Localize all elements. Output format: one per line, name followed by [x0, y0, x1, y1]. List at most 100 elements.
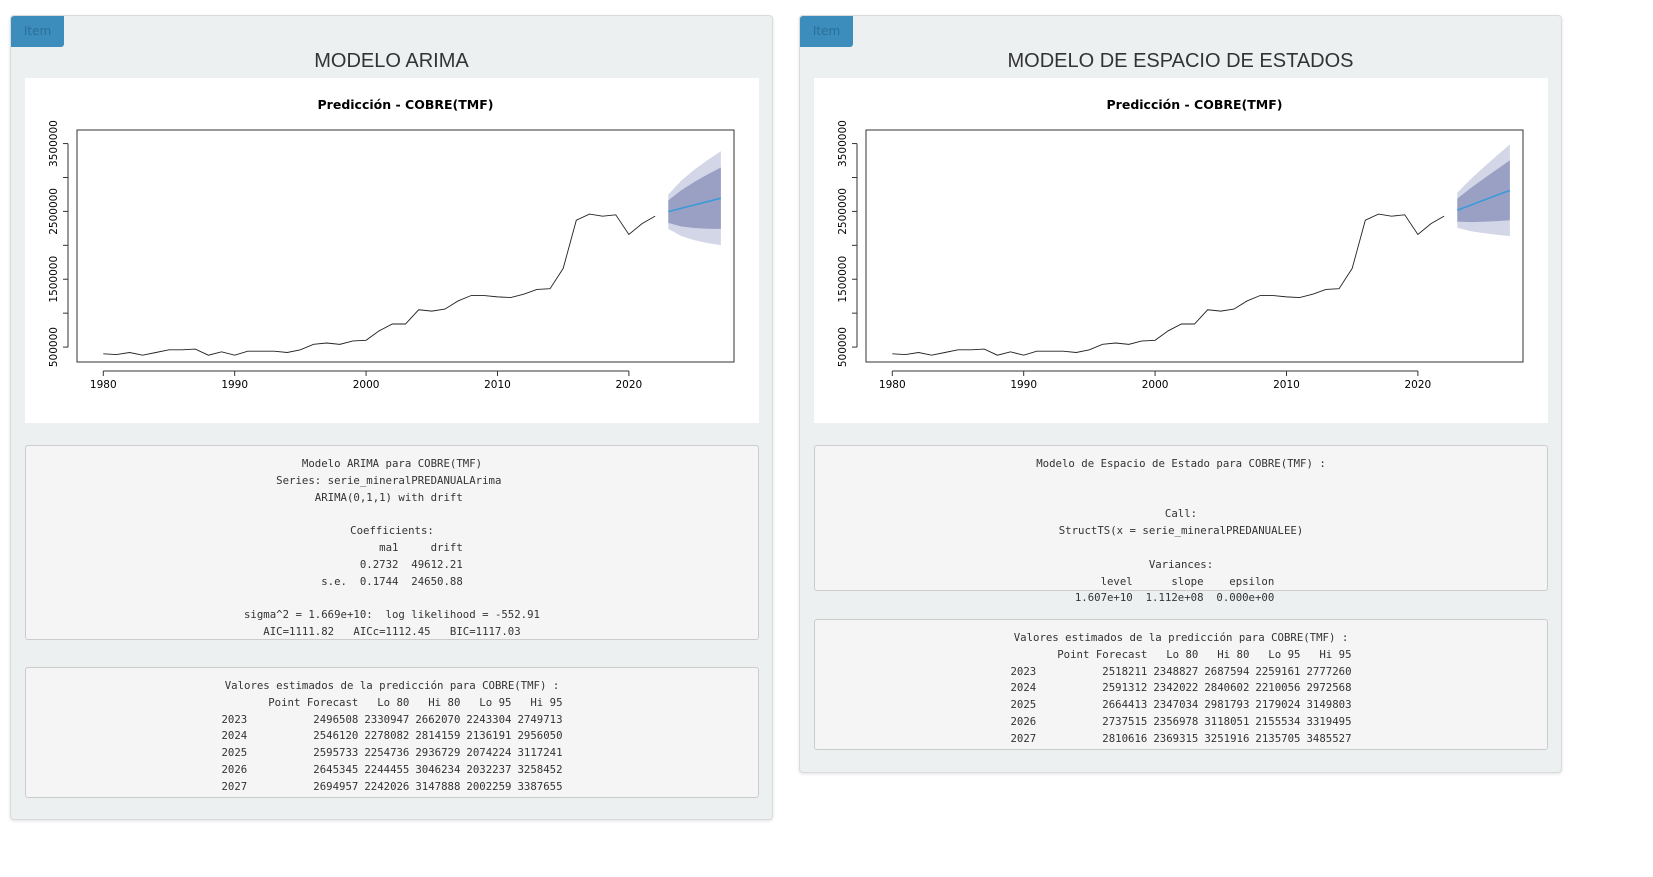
- x-tick-label: 2000: [353, 379, 380, 391]
- forecast-value-cell: 3485527: [1306, 731, 1352, 745]
- forecast-column-header: Lo 80: [377, 695, 410, 709]
- history-series-line: [103, 213, 656, 356]
- item-badge[interactable]: Item: [800, 16, 853, 47]
- x-tick-label: 2000: [1142, 379, 1169, 391]
- forecast-year-cell: 2026: [221, 762, 248, 776]
- forecast-value-cell: 2737515: [1102, 714, 1148, 728]
- x-tick-label: 2020: [616, 379, 643, 391]
- history-series-line: [892, 213, 1445, 356]
- forecast-value-cell: 2259161: [1255, 664, 1301, 678]
- forecast-value-cell: 2936729: [415, 746, 461, 760]
- band-80: [1457, 160, 1510, 223]
- forecast-value-cell: 3149803: [1306, 698, 1352, 712]
- forecast-value-cell: 2972568: [1306, 681, 1352, 695]
- forecast-series-line: [668, 197, 722, 213]
- forecast-value-cell: 2179024: [1255, 698, 1301, 712]
- plot-title: Predicción - COBRE(TMF): [318, 97, 494, 112]
- forecast-table: Valores estimados de la predicción para …: [26, 668, 758, 796]
- table-row: 2024 2546120 2278082 2814159 2136191 2956050: [218, 728, 565, 745]
- forecast-grid: Point Forecast Lo 80 Hi 80 Lo 95 Hi 95 2023 25…: [1007, 647, 1354, 748]
- forecast-year-cell: 2025: [1010, 698, 1037, 712]
- forecast-title: Valores estimados de la predicción para …: [1013, 631, 1349, 644]
- item-badge[interactable]: Item: [11, 16, 64, 47]
- forecast-value-cell: 2645345: [313, 762, 359, 776]
- forecast-column-header: [1007, 647, 1054, 664]
- y-tick-label: 3500000: [48, 120, 60, 167]
- state-space-panel: Item MODELO DE ESPACIO DE ESTADOS Predic…: [799, 15, 1562, 773]
- forecast-value-cell: 2136191: [466, 729, 512, 743]
- forecast-year-cell: 2024: [1010, 681, 1037, 695]
- x-tick-label: 2010: [484, 379, 511, 391]
- forecast-table: Valores estimados de la predicción para …: [815, 620, 1547, 748]
- forecast-column-header: Point Forecast: [268, 695, 359, 709]
- forecast-value-cell: 2342022: [1153, 681, 1199, 695]
- forecast-column-header: Hi 95: [1319, 647, 1352, 661]
- forecast-year-cell: 2027: [221, 779, 248, 793]
- y-tick-label: 500000: [48, 327, 60, 367]
- table-row: 2027 2810616 2369315 3251916 2135705 3485527: [1007, 731, 1354, 748]
- forecast-column-header: Hi 80: [1217, 647, 1250, 661]
- panel-title: MODELO ARIMA: [314, 50, 469, 72]
- forecast-column-header: Hi 80: [428, 695, 461, 709]
- forecast-grid: Point Forecast Lo 80 Hi 80 Lo 95 Hi 95 2023 24…: [218, 695, 565, 796]
- forecast-value-cell: 2254736: [364, 746, 410, 760]
- forecast-value-cell: 2687594: [1204, 664, 1250, 678]
- forecast-box: Valores estimados de la predicción para …: [25, 667, 759, 798]
- forecast-column-header: Lo 80: [1166, 647, 1199, 661]
- y-tick-label: 3500000: [837, 120, 849, 167]
- forecast-value-cell: 2347034: [1153, 698, 1199, 712]
- forecast-value-cell: 2243304: [466, 712, 512, 726]
- plot-title: Predicción - COBRE(TMF): [1107, 97, 1283, 112]
- forecast-value-cell: 2664413: [1102, 698, 1148, 712]
- x-tick-label: 1990: [221, 379, 248, 391]
- x-tick-label: 2020: [1405, 379, 1432, 391]
- plot-frame: [76, 129, 735, 363]
- forecast-value-cell: 3251916: [1204, 731, 1250, 745]
- table-row: 2026 2737515 2356978 3118051 2155534 3319495: [1007, 714, 1354, 731]
- forecast-year-cell: 2025: [221, 746, 248, 760]
- forecast-column-header: [218, 695, 265, 712]
- forecast-value-cell: 2074224: [466, 746, 512, 760]
- forecast-value-cell: 2278082: [364, 729, 410, 743]
- forecast-value-cell: 2242026: [364, 779, 410, 793]
- state-space-plot: Predicción - COBRE(TMF) 1980 1990 2000 2010 2…: [814, 78, 1548, 423]
- forecast-value-cell: 2518211: [1102, 664, 1148, 678]
- forecast-value-cell: 2749713: [517, 712, 563, 726]
- x-tick-label: 1980: [879, 379, 906, 391]
- forecast-value-cell: 2595733: [313, 746, 359, 760]
- forecast-value-cell: 2981793: [1204, 698, 1250, 712]
- forecast-value-cell: 2032237: [466, 762, 512, 776]
- forecast-value-cell: 2662070: [415, 712, 461, 726]
- forecast-value-cell: 2135705: [1255, 731, 1301, 745]
- table-row: 2024 2591312 2342022 2840602 2210056 2972568: [1007, 680, 1354, 697]
- forecast-value-cell: 3147888: [415, 779, 461, 793]
- y-tick-label: 500000: [837, 327, 849, 367]
- model-summary-text: Modelo de Espacio de Estado para COBRE(T…: [1036, 457, 1326, 605]
- table-row: 2027 2694957 2242026 3147888 2002259 3387655: [218, 779, 565, 796]
- forecast-year-cell: 2027: [1010, 731, 1037, 745]
- band-80: [668, 167, 721, 229]
- forecast-value-cell: 2356978: [1153, 714, 1199, 728]
- arima-plot: Predicción - COBRE(TMF) 1980 1990 2000 2010 2…: [25, 78, 759, 423]
- forecast-value-cell: 2777260: [1306, 664, 1352, 678]
- forecast-value-cell: 2369315: [1153, 731, 1199, 745]
- x-tick-label: 1980: [90, 379, 117, 391]
- y-tick-label: 2500000: [48, 188, 60, 235]
- forecast-year-cell: 2026: [1010, 714, 1037, 728]
- forecast-value-cell: 2956050: [517, 729, 563, 743]
- table-row: 2025 2664413 2347034 2981793 2179024 3149803: [1007, 697, 1354, 714]
- forecast-year-cell: 2023: [221, 712, 248, 726]
- forecast-year-cell: 2024: [221, 729, 248, 743]
- forecast-value-cell: 3258452: [517, 762, 563, 776]
- y-tick-label: 2500000: [837, 188, 849, 235]
- forecast-value-cell: 3387655: [517, 779, 563, 793]
- y-tick-label: 1500000: [48, 256, 60, 303]
- forecast-value-cell: 2814159: [415, 729, 461, 743]
- table-row: 2023 2518211 2348827 2687594 2259161 2777260: [1007, 664, 1354, 681]
- forecast-value-cell: 2002259: [466, 779, 512, 793]
- plot-frame: [865, 129, 1524, 363]
- arima-panel: Item MODELO ARIMA Predicción - COBRE(TMF…: [10, 15, 773, 820]
- forecast-value-cell: 2840602: [1204, 681, 1250, 695]
- forecast-year-cell: 2023: [1010, 664, 1037, 678]
- forecast-value-cell: 2330947: [364, 712, 410, 726]
